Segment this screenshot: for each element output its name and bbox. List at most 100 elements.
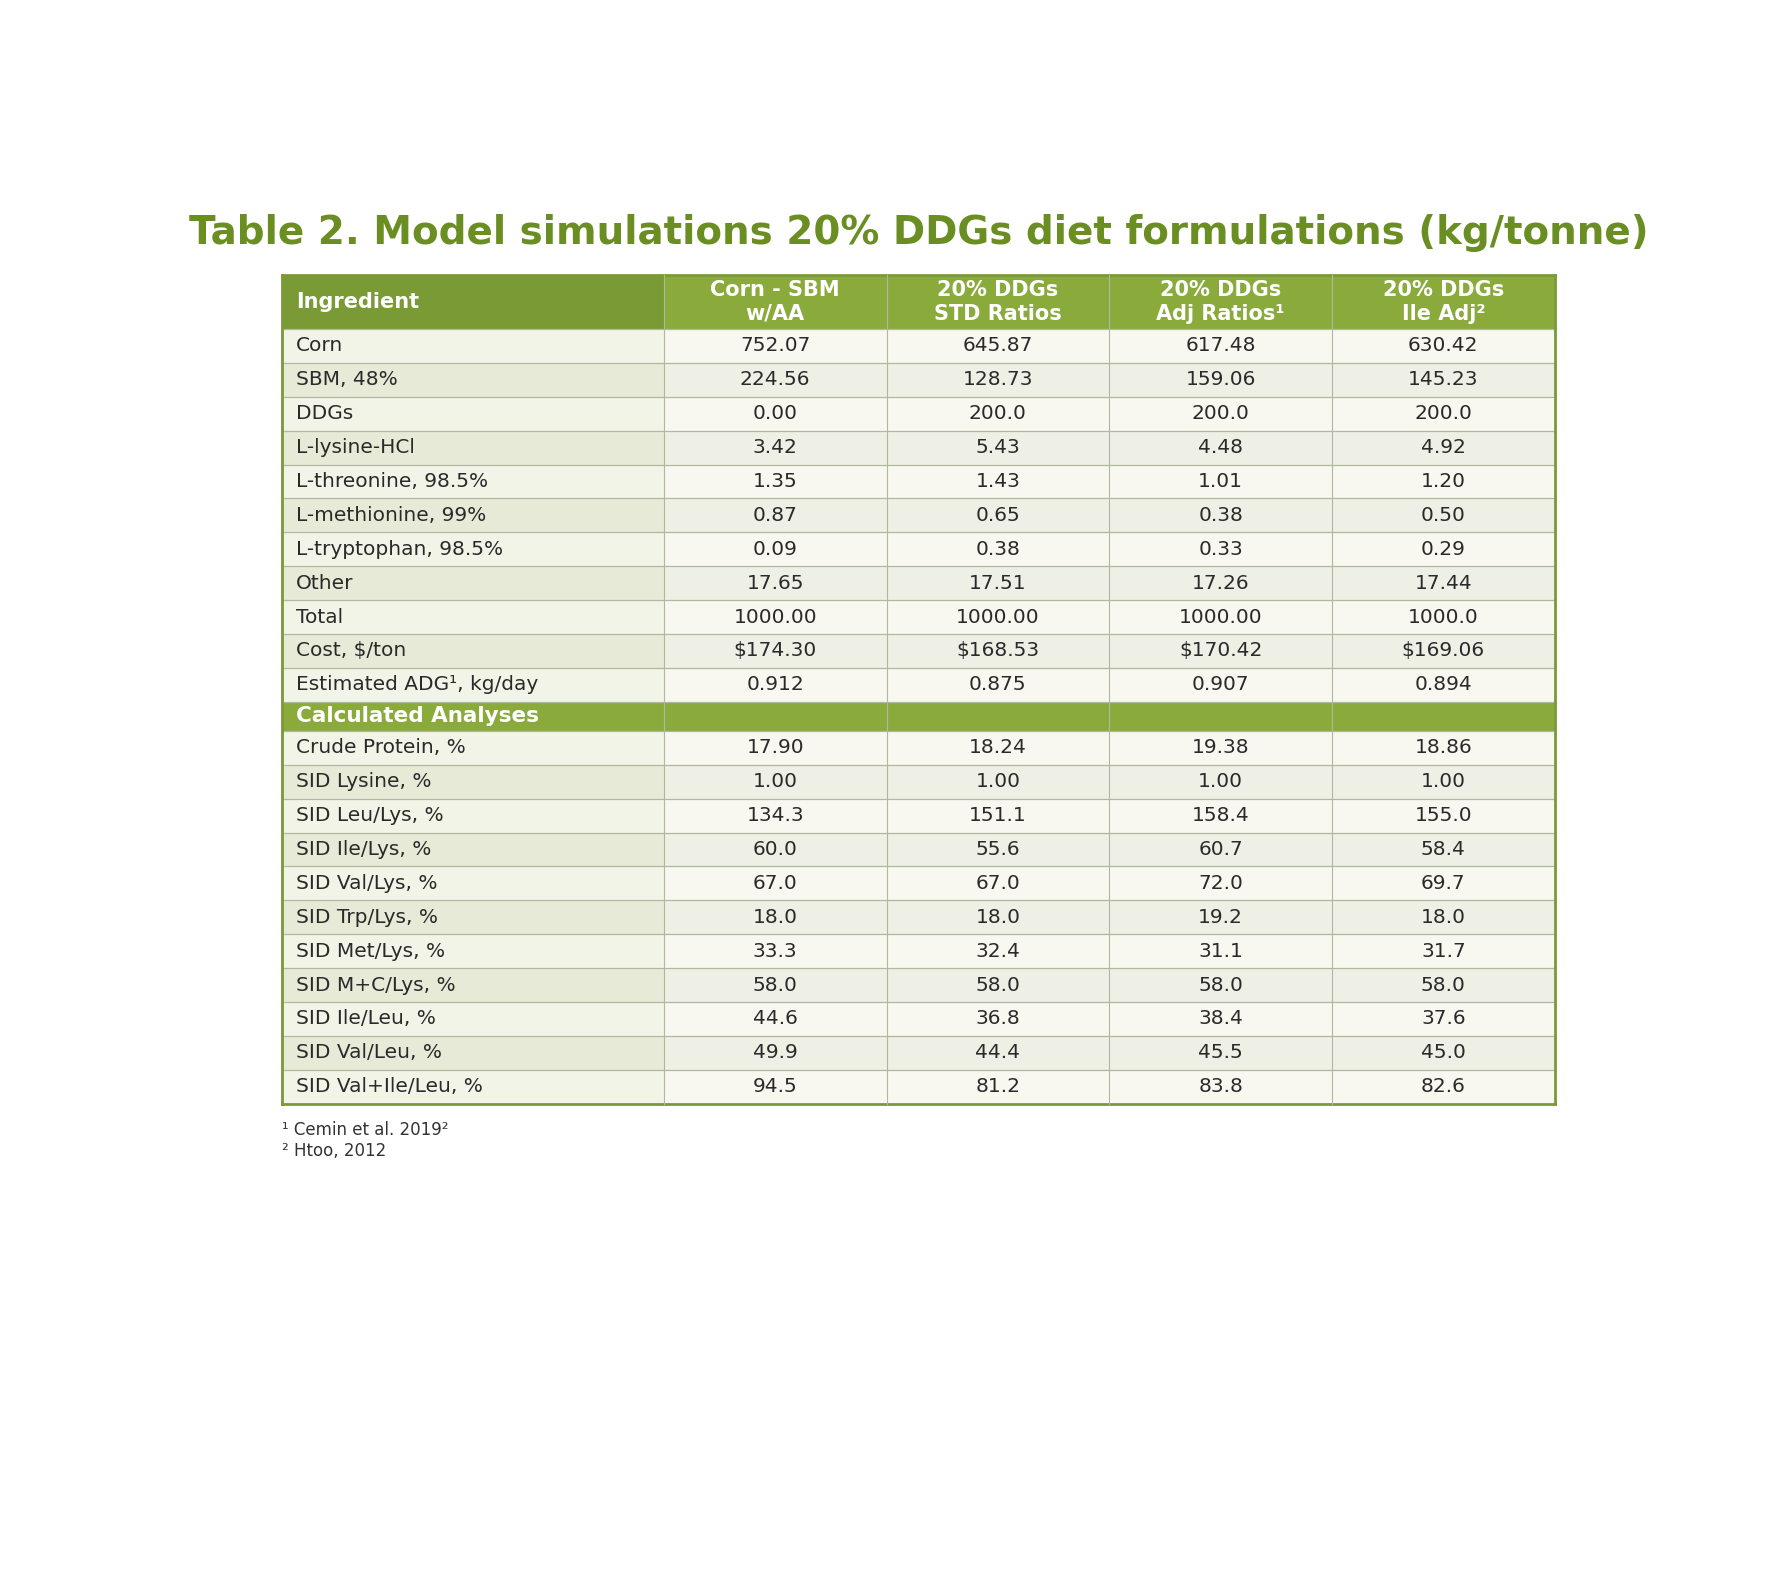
Bar [663, 968, 887, 1001]
Text: 17.26: 17.26 [1192, 573, 1249, 592]
Text: 4.48: 4.48 [1199, 438, 1244, 457]
Bar [663, 532, 887, 567]
Bar [887, 1001, 1109, 1036]
Text: 31.7: 31.7 [1421, 941, 1466, 960]
Bar [1109, 567, 1331, 600]
Bar [1331, 935, 1555, 968]
Text: 18.0: 18.0 [975, 908, 1020, 927]
Text: 224.56: 224.56 [740, 370, 810, 389]
Bar [281, 532, 663, 567]
Text: 0.09: 0.09 [753, 540, 797, 559]
Bar [887, 600, 1109, 633]
Text: L-tryptophan, 98.5%: L-tryptophan, 98.5% [296, 540, 504, 559]
Text: 200.0: 200.0 [1414, 405, 1473, 424]
Bar [1331, 1001, 1555, 1036]
Bar [887, 633, 1109, 668]
Bar [663, 833, 887, 867]
Bar [887, 668, 1109, 701]
Bar [1331, 363, 1555, 397]
Text: SID Lysine, %: SID Lysine, % [296, 773, 432, 792]
Text: 58.4: 58.4 [1421, 840, 1466, 859]
Bar [663, 363, 887, 397]
Bar [663, 900, 887, 935]
Bar [281, 465, 663, 498]
Text: 1000.00: 1000.00 [1179, 608, 1262, 627]
Text: 19.2: 19.2 [1199, 908, 1244, 927]
Bar [887, 275, 1109, 329]
Text: SID Val/Leu, %: SID Val/Leu, % [296, 1043, 443, 1062]
Text: 83.8: 83.8 [1199, 1078, 1244, 1097]
Bar [1109, 833, 1331, 867]
Bar [663, 633, 887, 668]
Text: 49.9: 49.9 [753, 1043, 797, 1062]
Text: SID Met/Lys, %: SID Met/Lys, % [296, 941, 444, 960]
Bar [887, 732, 1109, 765]
Bar [887, 798, 1109, 833]
Bar [887, 567, 1109, 600]
Text: Other: Other [296, 573, 353, 592]
Text: SBM, 48%: SBM, 48% [296, 370, 398, 389]
Text: 67.0: 67.0 [753, 874, 797, 893]
Bar [281, 600, 663, 633]
Text: 3.42: 3.42 [753, 438, 797, 457]
Text: 31.1: 31.1 [1199, 941, 1244, 960]
Text: DDGs: DDGs [296, 405, 353, 424]
Text: 1.00: 1.00 [753, 773, 797, 792]
Bar [1331, 968, 1555, 1001]
Bar [887, 329, 1109, 363]
Bar [663, 1070, 887, 1103]
Text: 128.73: 128.73 [962, 370, 1034, 389]
Bar [1331, 1036, 1555, 1070]
Text: 1000.00: 1000.00 [733, 608, 817, 627]
Text: 60.7: 60.7 [1199, 840, 1244, 859]
Text: Cost, $/ton: Cost, $/ton [296, 641, 407, 660]
Bar [1109, 430, 1331, 465]
Text: 82.6: 82.6 [1421, 1078, 1466, 1097]
Text: 4.92: 4.92 [1421, 438, 1466, 457]
Text: 5.43: 5.43 [975, 438, 1020, 457]
Text: 0.894: 0.894 [1414, 676, 1473, 694]
Bar [281, 900, 663, 935]
Text: 1.00: 1.00 [975, 773, 1020, 792]
Bar [281, 397, 663, 430]
Bar [1109, 900, 1331, 935]
Bar [281, 1036, 663, 1070]
Text: SID Ile/Leu, %: SID Ile/Leu, % [296, 1009, 435, 1028]
Text: 155.0: 155.0 [1414, 806, 1473, 825]
Text: 18.24: 18.24 [969, 738, 1027, 757]
Text: 60.0: 60.0 [753, 840, 797, 859]
Bar [1331, 633, 1555, 668]
Text: 1.00: 1.00 [1199, 773, 1244, 792]
Text: Calculated Analyses: Calculated Analyses [296, 706, 539, 727]
Text: Table 2. Model simulations 20% DDGs diet formulations (kg/tonne): Table 2. Model simulations 20% DDGs diet… [188, 214, 1649, 252]
Text: 617.48: 617.48 [1185, 336, 1256, 355]
Bar [1109, 532, 1331, 567]
Text: 17.65: 17.65 [747, 573, 805, 592]
Text: 37.6: 37.6 [1421, 1009, 1466, 1028]
Bar [663, 567, 887, 600]
Text: 1.20: 1.20 [1421, 471, 1466, 490]
Text: 72.0: 72.0 [1199, 874, 1244, 893]
Bar [887, 1036, 1109, 1070]
Text: $170.42: $170.42 [1179, 641, 1262, 660]
Bar [281, 498, 663, 532]
Text: 55.6: 55.6 [975, 840, 1020, 859]
Bar [1109, 498, 1331, 532]
Bar [1109, 363, 1331, 397]
Text: 0.38: 0.38 [1199, 506, 1244, 525]
Bar [1109, 633, 1331, 668]
Text: 134.3: 134.3 [747, 806, 805, 825]
Text: 81.2: 81.2 [975, 1078, 1020, 1097]
Text: Corn - SBM
w/AA: Corn - SBM w/AA [710, 281, 840, 324]
Bar [281, 633, 663, 668]
Bar [1331, 668, 1555, 701]
Text: SID Trp/Lys, %: SID Trp/Lys, % [296, 908, 437, 927]
Text: 158.4: 158.4 [1192, 806, 1249, 825]
Text: 20% DDGs
Adj Ratios¹: 20% DDGs Adj Ratios¹ [1156, 281, 1285, 324]
Bar [281, 867, 663, 900]
Text: 0.65: 0.65 [975, 506, 1020, 525]
Bar [281, 668, 663, 701]
Bar [1331, 798, 1555, 833]
Bar [887, 465, 1109, 498]
Text: 19.38: 19.38 [1192, 738, 1249, 757]
